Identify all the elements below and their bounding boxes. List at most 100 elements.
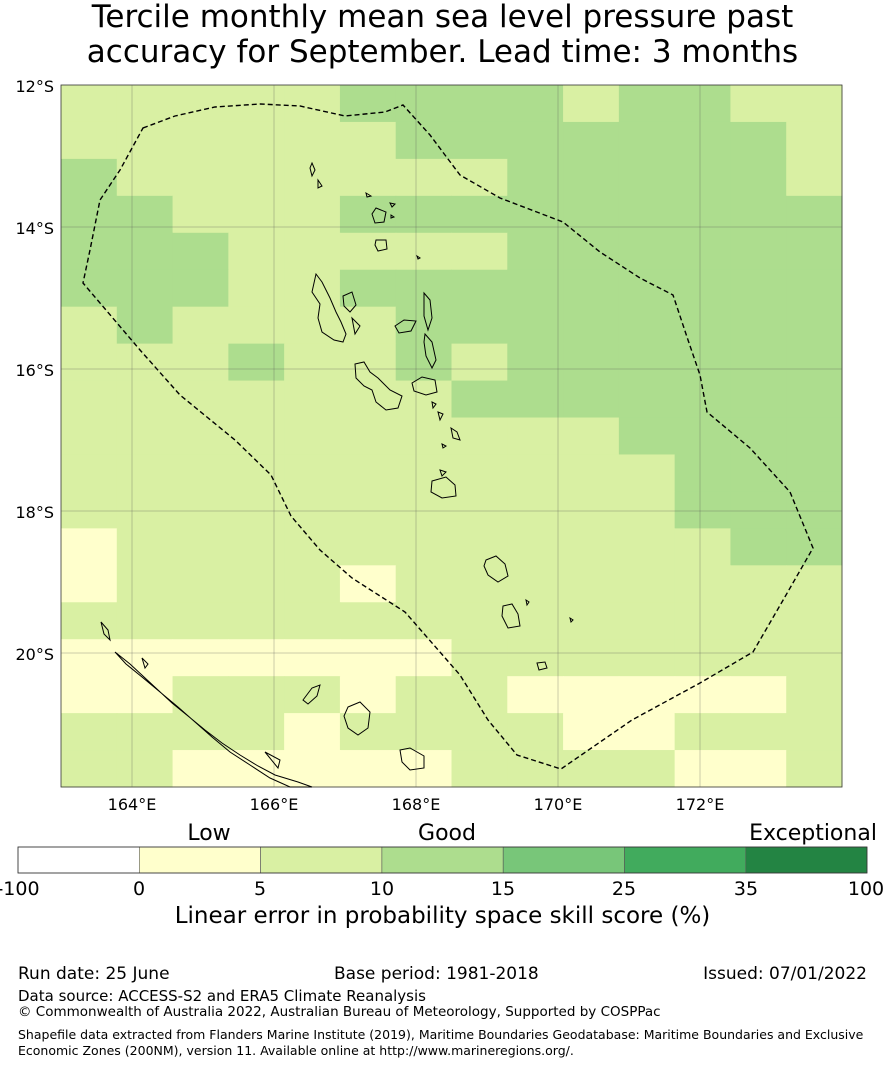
grid-cell (284, 417, 341, 455)
grid-cell (563, 121, 620, 160)
grid-cell (339, 454, 397, 492)
grid-cell (172, 528, 229, 566)
grid-cell (618, 269, 676, 308)
grid-cell (116, 121, 174, 160)
colorbar-segment (502, 846, 625, 874)
grid-cell (451, 417, 508, 455)
grid-cell (172, 306, 229, 345)
grid-cell (674, 343, 731, 382)
grid-cell (116, 85, 174, 123)
grid-cell (730, 269, 787, 308)
grid-cell (61, 343, 118, 382)
longitude-labels: 164°E 166°E 168°E 170°E 172°E (108, 795, 725, 814)
grid-cell (339, 380, 397, 419)
grid-cell (674, 491, 731, 529)
grid-cell (563, 380, 620, 419)
grid-cell (674, 232, 731, 271)
eez-boundary (82, 103, 814, 770)
grid-cell (674, 85, 731, 123)
grid-cell (563, 269, 620, 308)
grid-cell (451, 750, 508, 788)
grid-cell (674, 121, 731, 160)
grid-cell (730, 713, 787, 751)
shapefile-credit-line-1: Shapefile data extracted from Flanders M… (18, 1027, 864, 1042)
grid-cell (507, 232, 564, 271)
grid-cell (507, 454, 564, 492)
grid-cell (618, 602, 676, 640)
grid-cell (395, 195, 452, 234)
grid-cell (618, 306, 676, 345)
grid-cell (507, 528, 564, 566)
grid-cell (618, 195, 676, 234)
grid-cell (563, 232, 620, 271)
grid-cell (786, 232, 843, 271)
grid-cell (172, 121, 229, 160)
latitude-labels: 12°S 14°S 16°S 18°S 20°S (15, 77, 54, 664)
grid-cell (172, 158, 229, 197)
grid-cell (563, 676, 620, 714)
grid-cell (284, 121, 341, 160)
grid-cell (786, 602, 843, 640)
grid-cell (674, 676, 731, 714)
grid-cell (228, 121, 285, 160)
grid-cell (451, 565, 508, 603)
grid-cell (339, 565, 397, 603)
grid-cell (618, 528, 676, 566)
colorbar-segment (381, 846, 504, 874)
grid-cell (618, 750, 676, 788)
grid-cell (786, 306, 843, 345)
grid-cell (116, 528, 174, 566)
grid-cell (116, 639, 174, 677)
grid-cell (228, 306, 285, 345)
grid-cell (618, 639, 676, 677)
grid-cell (172, 417, 229, 455)
grid-cell (507, 85, 564, 123)
grid-cell (284, 85, 341, 123)
grid-cell (618, 85, 676, 123)
grid-cell (172, 713, 229, 751)
grid-cell (730, 750, 787, 788)
grid-cell (618, 454, 676, 492)
grid-cell (563, 85, 620, 123)
grid-cell (339, 158, 397, 197)
grid-cell (116, 454, 174, 492)
grid-cell (172, 676, 229, 714)
grid-cell (395, 158, 452, 197)
grid-cell (284, 343, 341, 382)
grid-cell (395, 565, 452, 603)
lat-label: 14°S (15, 219, 54, 238)
grid-cell (172, 602, 229, 640)
grid-cell (339, 639, 397, 677)
shapefile-credit-line-2: Economic Zones (200NM), version 11. Avai… (18, 1043, 574, 1058)
grid-cell (61, 195, 118, 234)
grid-cell (116, 195, 174, 234)
grid-cell (730, 565, 787, 603)
grid-cell (730, 491, 787, 529)
grid-cell (451, 528, 508, 566)
grid-cell (339, 491, 397, 529)
grid-cell (339, 269, 397, 308)
grid-cell (61, 676, 118, 714)
grid-cell (507, 417, 564, 455)
grid-cell (730, 528, 787, 566)
grid-cell (395, 528, 452, 566)
grid-cell (284, 565, 341, 603)
grid-cell (507, 158, 564, 197)
grid-cell (61, 85, 118, 123)
grid-cell (116, 269, 174, 308)
grid-cell (786, 269, 843, 308)
colorbar-category-exceptional: Exceptional (749, 821, 877, 846)
grid-cell (284, 454, 341, 492)
grid-cell (395, 676, 452, 714)
grid-cell (730, 602, 787, 640)
grid-cell (395, 713, 452, 751)
grid-cell (61, 639, 118, 677)
grid-cell (228, 232, 285, 271)
grid-cell (786, 676, 843, 714)
grid-cell (507, 602, 564, 640)
grid-cell (339, 121, 397, 160)
grid-cell (786, 343, 843, 382)
grid-cell (339, 232, 397, 271)
grid-cell (451, 713, 508, 751)
